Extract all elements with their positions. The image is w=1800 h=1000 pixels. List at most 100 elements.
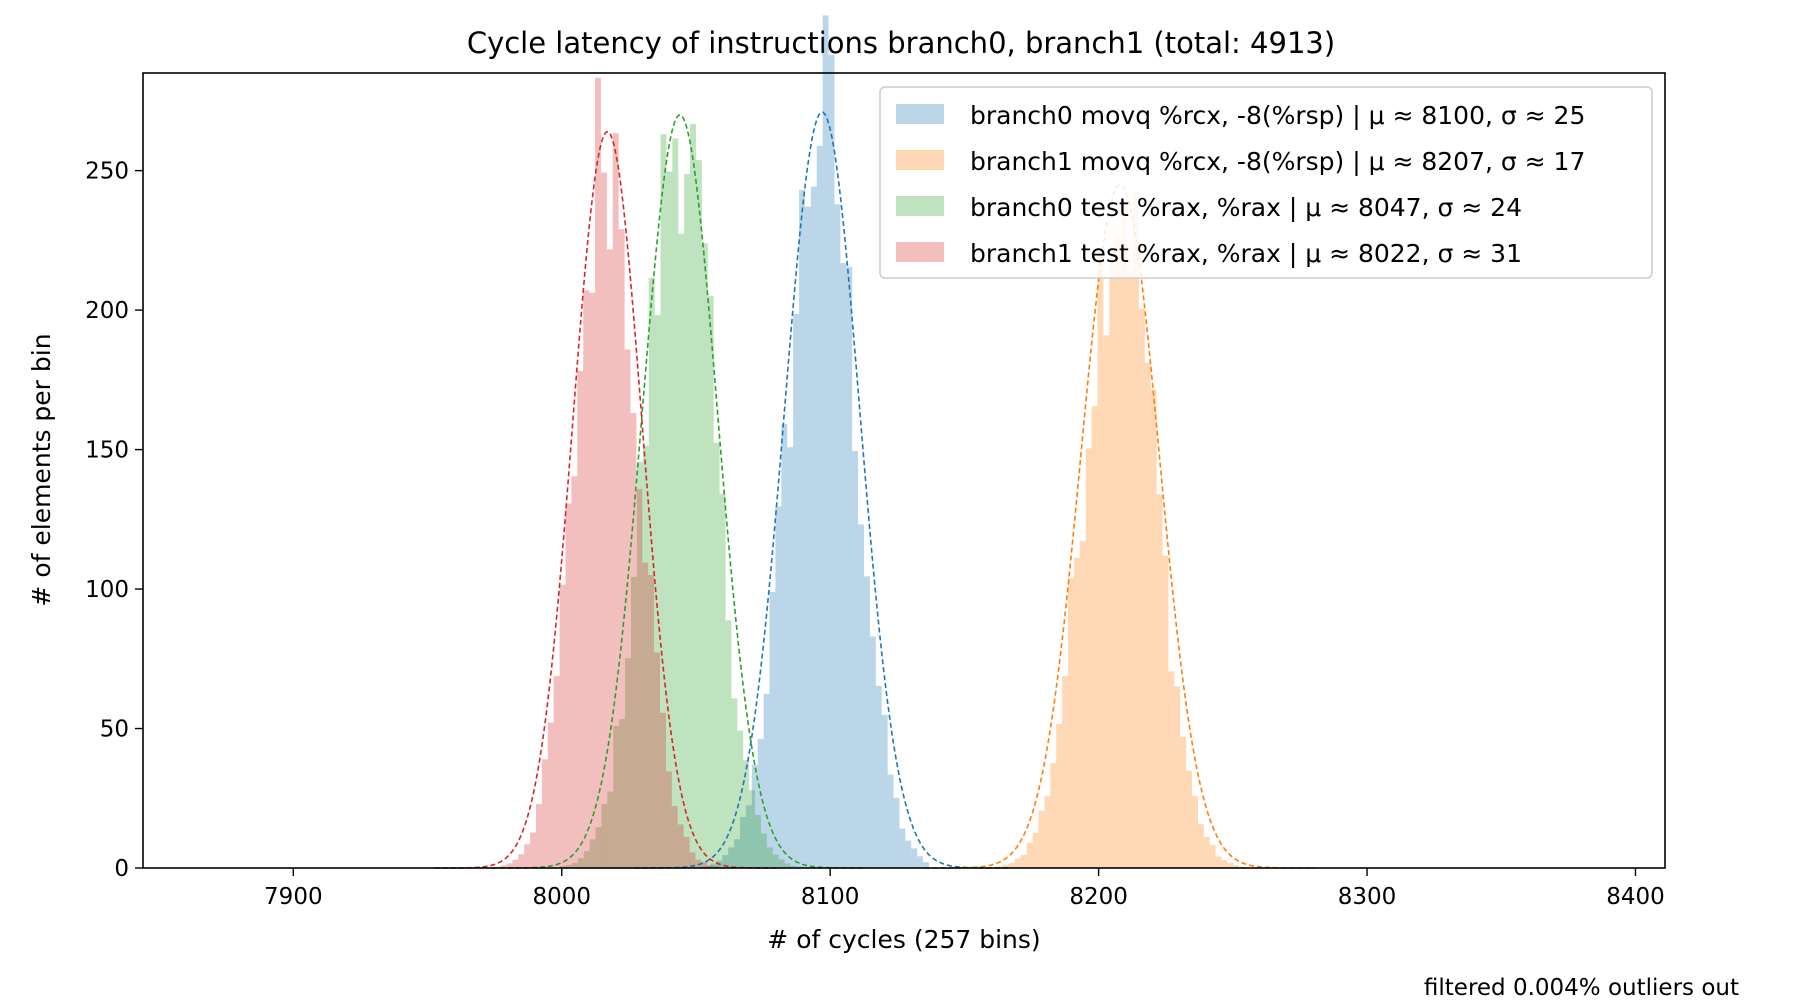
histogram-bar (701, 243, 708, 868)
x-tick-label: 7900 (264, 884, 323, 910)
histogram-bar (810, 186, 817, 868)
histogram-bar (899, 828, 906, 868)
histogram-bar (690, 124, 696, 868)
histogram-bar (1192, 796, 1198, 868)
histogram-bar (678, 233, 685, 868)
y-tick-label: 250 (85, 159, 129, 185)
histogram-bar (701, 862, 708, 868)
histogram-bar (852, 450, 859, 868)
histogram-bar (601, 804, 608, 868)
histogram-bar (864, 576, 870, 868)
x-axis-ticks: 7900 8000 8100 8200 8300 8400 (264, 868, 1665, 910)
x-tick-label: 8400 (1606, 884, 1665, 910)
series-bars-0 (698, 15, 929, 869)
histogram-bar (1109, 246, 1116, 869)
x-tick-label: 8100 (801, 884, 860, 910)
histogram-bar (1227, 862, 1234, 868)
histogram-bar (911, 848, 918, 868)
histogram-bar (790, 865, 797, 868)
histogram-bar (624, 349, 631, 869)
histogram-bar (1121, 206, 1128, 869)
histogram-bar (518, 854, 525, 868)
histogram-bar (734, 839, 740, 868)
histogram-bar (1156, 494, 1163, 868)
histogram-bar (707, 865, 714, 868)
histogram-bar (1168, 671, 1175, 868)
histogram-bar (1026, 842, 1033, 868)
histogram-bar (763, 694, 770, 868)
histogram-bar (583, 290, 590, 869)
legend-label: branch0 test %rax, %rax | μ ≈ 8047, σ ≈ … (970, 193, 1522, 222)
histogram-bar (793, 313, 800, 868)
histogram-bar (834, 204, 841, 869)
histogram-bar (577, 370, 584, 868)
histogram-bar (1079, 541, 1086, 868)
histogram-bar (1085, 448, 1092, 868)
histogram-bar (905, 840, 912, 868)
histogram-bar (595, 77, 601, 869)
histogram-bar (822, 15, 829, 868)
histogram-bar (772, 854, 779, 868)
histogram-bar (1050, 762, 1057, 868)
legend-swatch (896, 104, 944, 124)
histogram-bar (1132, 191, 1139, 868)
histogram-bar (1186, 770, 1193, 868)
histogram-bar (743, 760, 750, 868)
histogram-bar (745, 805, 752, 868)
histogram-bar (665, 771, 672, 868)
histogram-bar (1097, 253, 1104, 869)
histogram-bar (560, 865, 567, 868)
histogram-bar (583, 851, 590, 868)
y-tick-label: 0 (114, 856, 129, 882)
histogram-bar (816, 145, 823, 869)
fit-curves-layer (434, 111, 1316, 869)
histogram-bar (875, 685, 882, 868)
legend-swatch (896, 242, 944, 262)
histogram-bar (648, 277, 655, 868)
histogram-bar (710, 863, 717, 868)
histogram-bar (775, 506, 782, 868)
histogram-bar (887, 774, 894, 868)
x-tick-label: 8000 (532, 884, 591, 910)
histogram-bar (1038, 810, 1045, 868)
histogram-bar (1174, 686, 1181, 868)
histogram-bar (1044, 796, 1051, 868)
histogram-bar (631, 576, 637, 868)
histogram-bar (760, 833, 767, 868)
histogram-bar (755, 814, 761, 868)
fit-curve-3 (434, 131, 779, 869)
histogram-bar (654, 315, 661, 868)
legend: branch0 movq %rcx, -8(%rsp) | μ ≈ 8100, … (879, 86, 1653, 279)
histogram-bar (566, 864, 572, 868)
histogram-bar (804, 206, 811, 868)
y-tick-label: 200 (85, 298, 129, 324)
histogram-bar (571, 476, 578, 868)
legend-label: branch1 test %rax, %rax | μ ≈ 8022, σ ≈ … (970, 239, 1522, 268)
histogram-bar (684, 174, 691, 868)
histogram-bar (547, 722, 554, 868)
histogram-bar (749, 790, 756, 868)
histogram-bar (530, 832, 536, 868)
histogram-bar (553, 676, 560, 868)
outliers-footnote: filtered 0.004% outliers out (1424, 975, 1739, 1000)
histogram-bar (1221, 860, 1228, 868)
series-bars-1 (997, 191, 1246, 869)
histogram-bar (917, 856, 924, 868)
histogram-bar (778, 859, 785, 868)
histogram-bar (689, 852, 696, 868)
histogram-bar (500, 865, 507, 868)
series-bars-2 (560, 124, 803, 869)
histogram-bar (1062, 676, 1069, 868)
histogram-bar (1068, 578, 1074, 868)
histogram-bar (846, 266, 853, 868)
histogram-bar (695, 160, 702, 868)
histogram-bar (1180, 736, 1187, 868)
histogram-bar (828, 54, 835, 869)
legend-swatch (896, 196, 944, 216)
histogram-bar (565, 503, 572, 868)
histogram-bar (1056, 723, 1063, 868)
histogram-bar (751, 764, 758, 868)
histogram-bar (1003, 864, 1009, 868)
histogram-bar (1144, 362, 1151, 868)
